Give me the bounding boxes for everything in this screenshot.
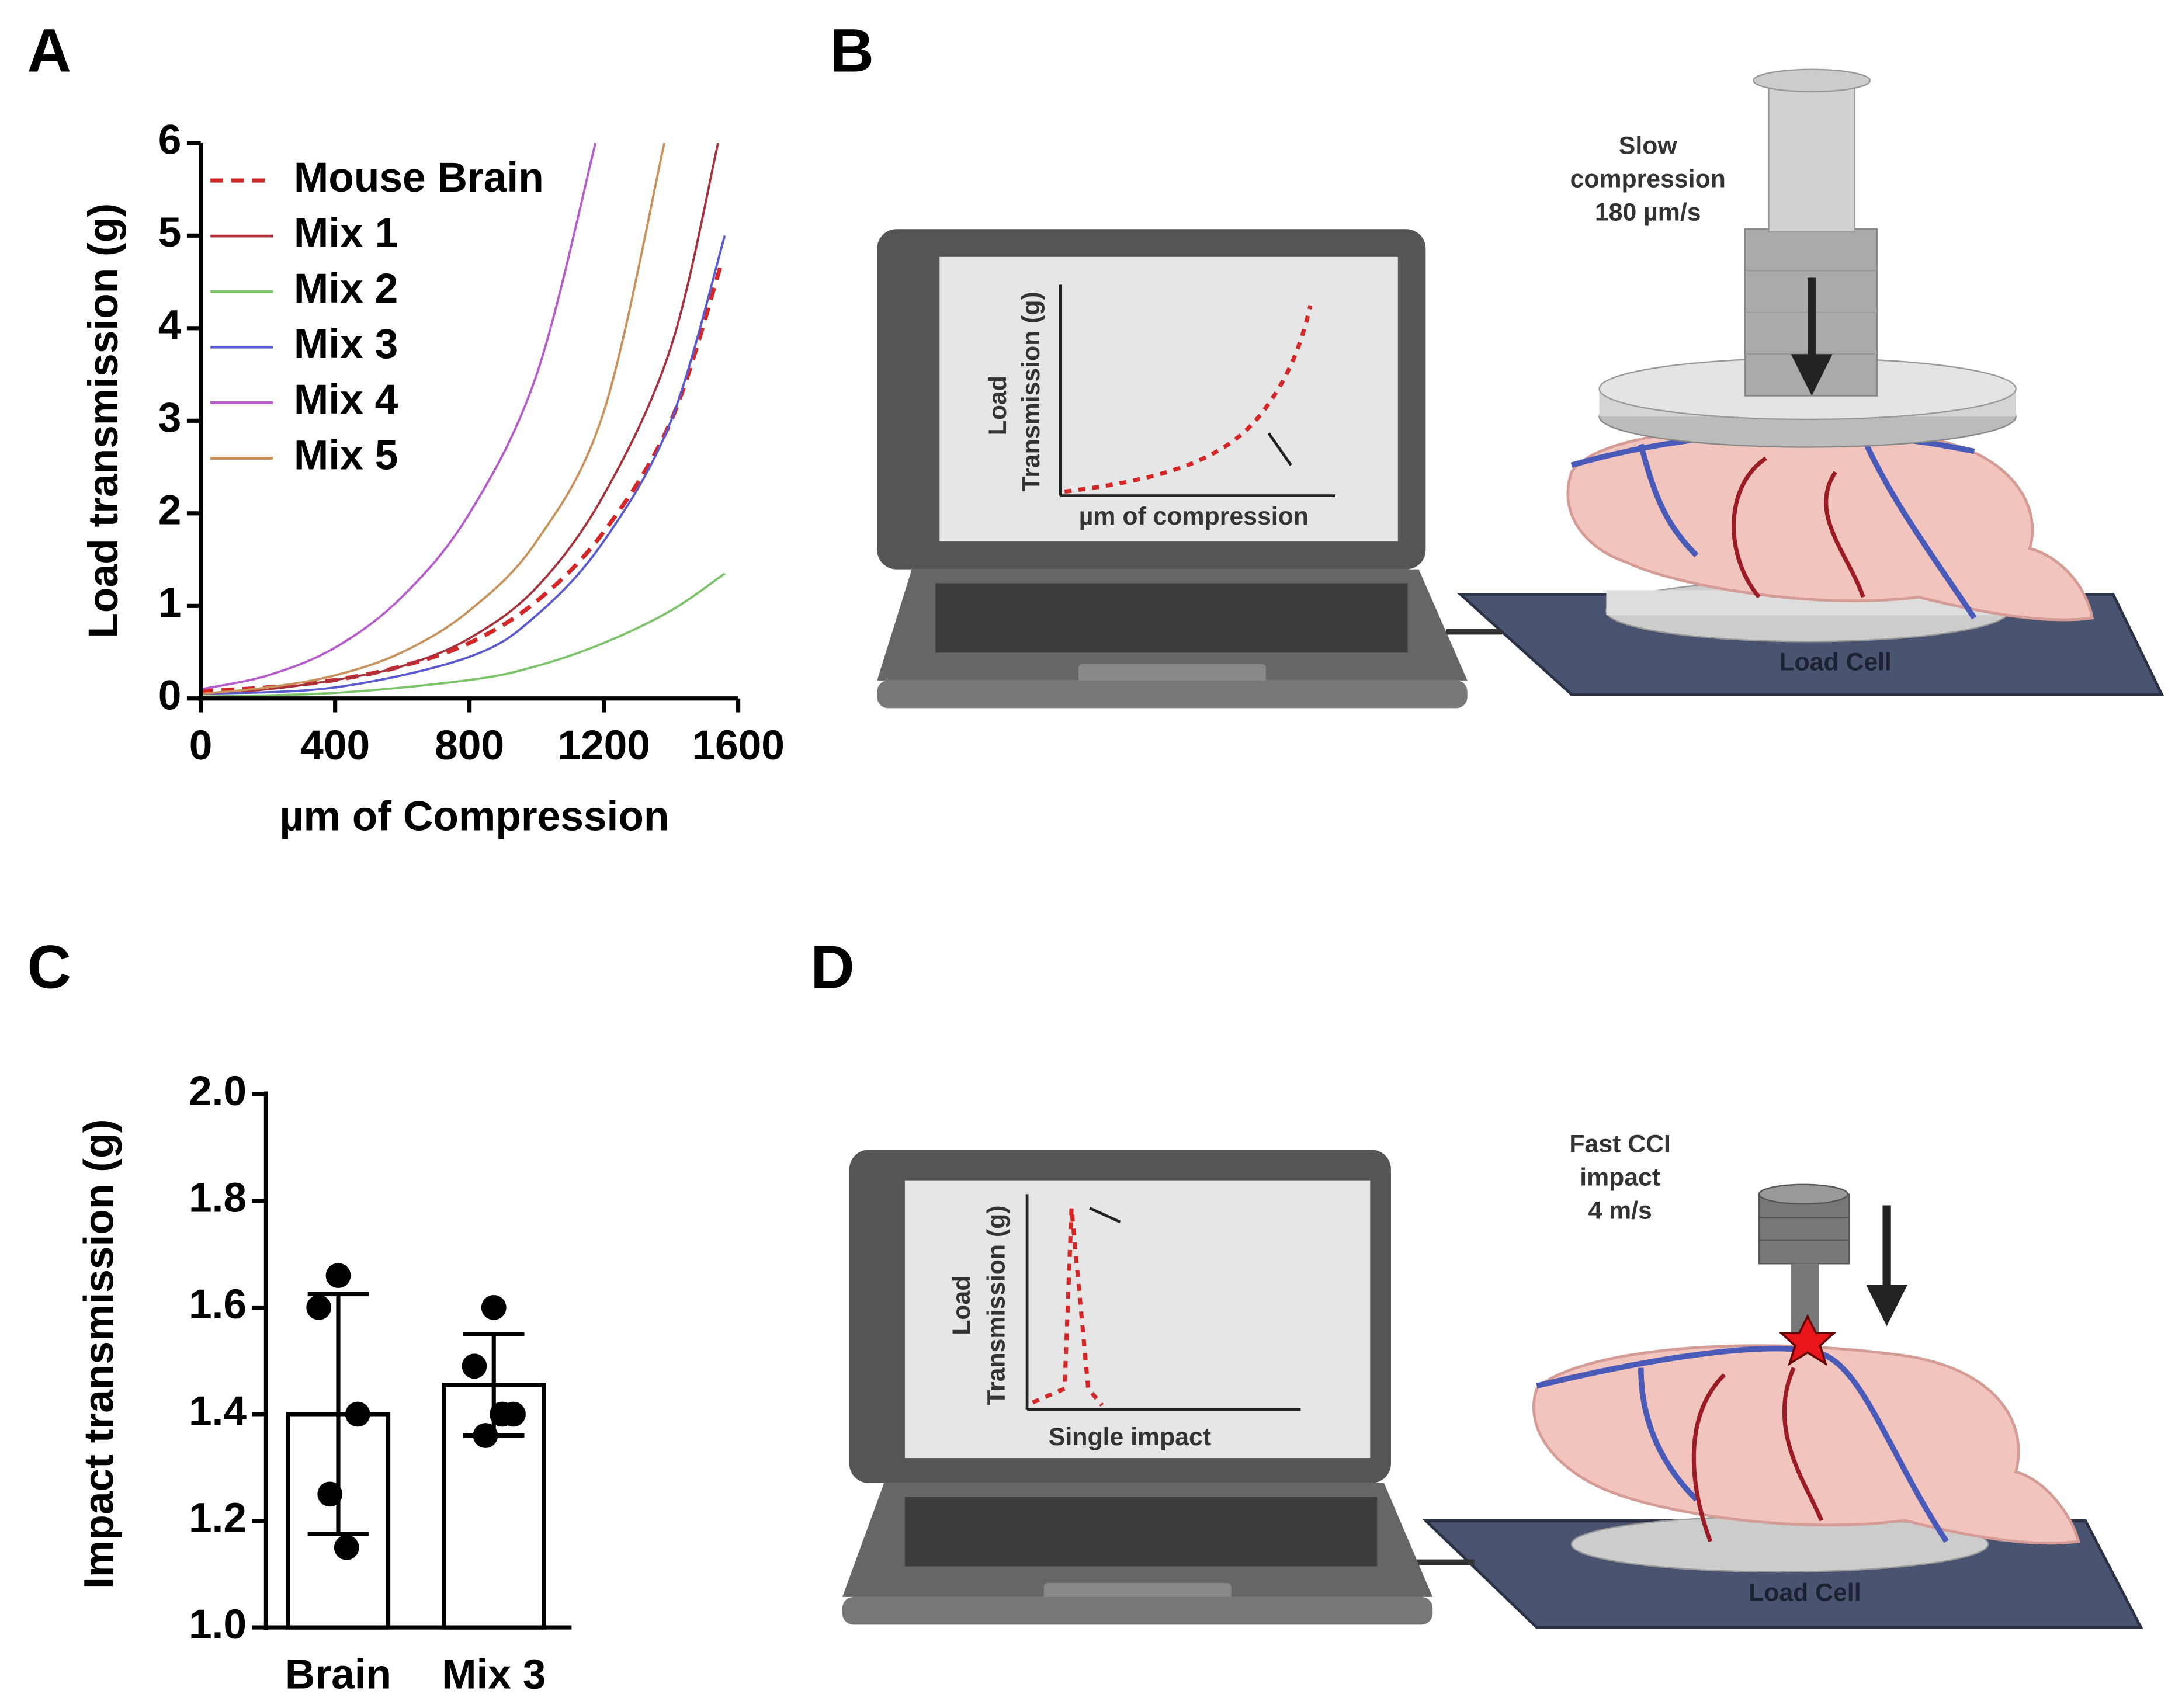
series-line: [200, 572, 726, 698]
x-axis-title: µm of Compression: [279, 793, 669, 839]
base-label: Load Cell: [1779, 648, 1892, 676]
x-tick-label: Brain: [285, 1651, 391, 1698]
panel-label: B: [830, 17, 875, 85]
series-line: [200, 235, 726, 695]
screen-y-label: Transmission (g): [1017, 291, 1045, 491]
x-tick-label: 0: [189, 722, 213, 769]
series-line: [200, 143, 719, 695]
x-tick-label: Mix 3: [442, 1651, 546, 1698]
y-tick-label: 2: [158, 487, 182, 534]
screen-y-label: Transmission (g): [982, 1205, 1010, 1405]
y-tick-label: 1.8: [189, 1175, 247, 1221]
legend-label: Mix 4: [294, 376, 398, 423]
legend-label: Mix 1: [294, 210, 398, 256]
panel-label: D: [810, 933, 855, 1002]
screen-y-label: Load: [984, 376, 1012, 435]
y-tick-label: 2.0: [189, 1068, 247, 1115]
y-axis-title: Impact transmission (g): [76, 1119, 123, 1589]
instrument-label: 4 m/s: [1588, 1197, 1652, 1225]
panel-label: C: [27, 933, 71, 1002]
y-tick-label: 6: [158, 117, 182, 164]
series-line: [200, 143, 665, 695]
instrument-label: compression: [1570, 165, 1726, 193]
screen-y-label: Load: [948, 1276, 976, 1335]
base-label: Load Cell: [1749, 1578, 1861, 1606]
data-point: [334, 1535, 359, 1560]
legend-label: Mix 5: [294, 432, 398, 478]
data-point: [317, 1481, 343, 1507]
panel-b-diagram: [877, 68, 2164, 709]
x-tick-label: 400: [300, 722, 370, 769]
data-point: [490, 1401, 515, 1427]
y-tick-label: 1.4: [189, 1388, 247, 1435]
instrument-label: 180 µm/s: [1595, 198, 1701, 226]
data-point: [481, 1295, 507, 1320]
y-tick-label: 4: [158, 302, 182, 349]
data-point: [306, 1295, 332, 1320]
legend-label: Mix 2: [294, 265, 398, 312]
y-tick-label: 1.2: [189, 1494, 247, 1541]
legend-label: Mix 3: [294, 321, 398, 367]
data-point: [473, 1423, 498, 1448]
series-line: [200, 143, 597, 690]
y-tick-label: 1.0: [189, 1601, 247, 1648]
x-tick-label: 1200: [557, 722, 650, 769]
y-axis-title: Load transmission (g): [80, 203, 127, 638]
x-tick-label: 1600: [692, 722, 785, 769]
screen-x-label: Single impact: [1049, 1423, 1211, 1451]
y-tick-label: 1.6: [189, 1281, 247, 1328]
legend-label: Mouse Brain: [294, 154, 544, 201]
instrument-label: Fast CCI: [1569, 1130, 1671, 1158]
data-point: [345, 1401, 370, 1427]
data-point: [325, 1263, 351, 1289]
instrument-label: Slow: [1619, 131, 1678, 159]
panel-label: A: [27, 17, 71, 85]
screen-x-label: µm of compression: [1079, 502, 1309, 530]
panel-d-diagram: [842, 1150, 2143, 1629]
y-tick-label: 5: [158, 209, 182, 256]
y-tick-label: 1: [158, 579, 182, 626]
y-tick-label: 3: [158, 394, 182, 441]
y-tick-label: 0: [158, 672, 182, 719]
instrument-label: impact: [1580, 1164, 1660, 1192]
x-tick-label: 800: [435, 722, 504, 769]
data-point: [462, 1353, 487, 1379]
